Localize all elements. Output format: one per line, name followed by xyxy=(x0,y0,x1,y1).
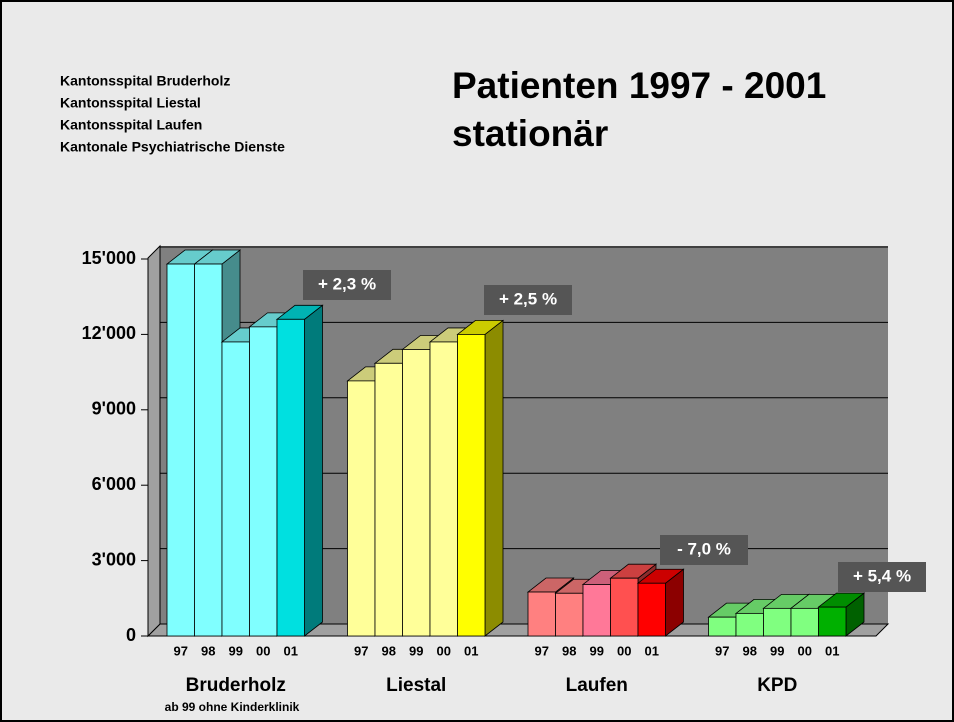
bar xyxy=(194,263,223,637)
change-label: + 2,5 % xyxy=(499,289,557,308)
change-label: + 2,3 % xyxy=(318,274,376,293)
x-tick-label: 01 xyxy=(825,643,839,658)
bar xyxy=(276,318,305,637)
bar xyxy=(166,263,195,637)
x-tick-label: 99 xyxy=(770,643,784,658)
bar xyxy=(763,607,792,637)
x-tick-label: 97 xyxy=(354,643,368,658)
bar xyxy=(735,612,764,637)
x-tick-label: 97 xyxy=(715,643,729,658)
change-label: - 7,0 % xyxy=(677,539,731,558)
change-box xyxy=(303,270,391,300)
category-label: KPD xyxy=(757,675,797,696)
x-tick-label: 98 xyxy=(562,643,576,658)
x-tick-label: 00 xyxy=(798,643,812,658)
bar-side xyxy=(484,319,504,637)
change-box xyxy=(484,285,572,315)
x-tick-label: 98 xyxy=(382,643,396,658)
header-line: Kantonsspital Liestal xyxy=(60,95,201,111)
bar xyxy=(790,607,819,637)
x-tick-label: 01 xyxy=(284,643,298,658)
bar xyxy=(610,577,639,637)
y-tick-label: 9'000 xyxy=(92,399,136,419)
y-tick-label: 0 xyxy=(126,625,136,645)
x-tick-label: 98 xyxy=(743,643,757,658)
y-tick-label: 15'000 xyxy=(82,248,136,268)
chart-title: Patienten 1997 - 2001 xyxy=(452,65,826,106)
chart-subtitle: stationär xyxy=(452,113,608,154)
change-label: + 5,4 % xyxy=(853,566,911,585)
bar xyxy=(347,380,376,637)
back-wall xyxy=(160,246,888,624)
x-tick-label: 00 xyxy=(617,643,631,658)
bar xyxy=(374,362,403,637)
bar xyxy=(457,333,486,637)
x-tick-label: 98 xyxy=(201,643,215,658)
bar xyxy=(582,584,611,637)
x-tick-label: 01 xyxy=(464,643,478,658)
bar xyxy=(818,606,847,637)
bar xyxy=(429,341,458,637)
side-wall xyxy=(147,244,161,638)
bar-side xyxy=(304,304,323,637)
change-box xyxy=(660,535,748,565)
x-tick-label: 01 xyxy=(645,643,659,658)
x-tick-label: 00 xyxy=(437,643,451,658)
bar xyxy=(555,592,584,637)
change-box xyxy=(838,562,926,592)
header-line: Kantonsspital Laufen xyxy=(60,117,202,133)
category-label: Liestal xyxy=(386,675,446,696)
x-tick-label: 99 xyxy=(229,643,243,658)
category-label: Bruderholz xyxy=(186,675,286,696)
x-tick-label: 99 xyxy=(590,643,604,658)
y-tick-label: 3'000 xyxy=(92,549,136,569)
y-tick-label: 12'000 xyxy=(82,323,136,343)
bar xyxy=(402,349,431,637)
header-line: Kantonale Psychiatrische Dienste xyxy=(60,139,285,155)
bar xyxy=(637,582,666,637)
bar xyxy=(221,341,250,637)
header-line: Kantonsspital Bruderholz xyxy=(60,73,230,89)
y-tick-label: 6'000 xyxy=(92,474,136,494)
bar xyxy=(708,616,737,637)
bar xyxy=(249,326,278,637)
x-tick-label: 97 xyxy=(535,643,549,658)
footnote: ab 99 ohne Kinderklinik xyxy=(165,700,300,714)
x-tick-label: 00 xyxy=(256,643,270,658)
x-tick-label: 97 xyxy=(174,643,188,658)
bar xyxy=(527,591,556,637)
x-tick-label: 99 xyxy=(409,643,423,658)
category-label: Laufen xyxy=(566,675,628,696)
